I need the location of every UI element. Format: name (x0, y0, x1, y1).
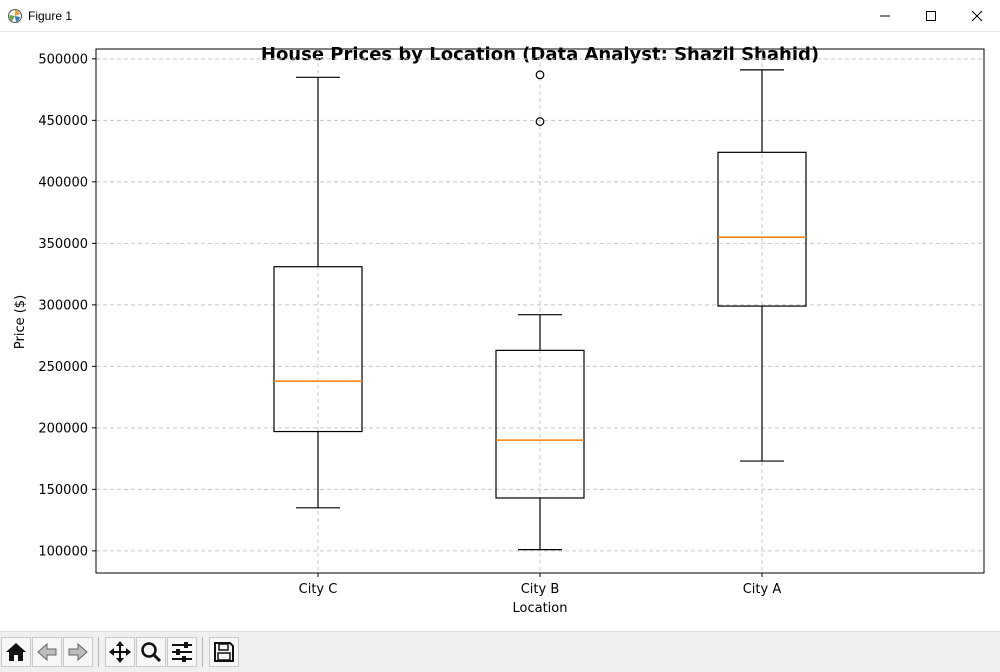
y-tick-label: 150000 (38, 483, 88, 498)
forward-arrow-icon (68, 642, 88, 662)
minimize-button[interactable] (862, 0, 908, 31)
zoom-button[interactable] (136, 637, 166, 667)
outlier-point (535, 117, 545, 126)
save-button[interactable] (209, 637, 239, 667)
configure-subplots-button[interactable] (167, 637, 197, 667)
iqr-box (717, 151, 807, 307)
plot-area-frame (95, 48, 985, 574)
window-titlebar: Figure 1 (0, 0, 1000, 32)
close-icon (971, 10, 983, 21)
sliders-icon (172, 642, 192, 662)
outlier-point (535, 70, 545, 80)
y-tick-label: 200000 (38, 421, 88, 436)
toolbar-separator (98, 637, 103, 667)
forward-button[interactable] (63, 637, 93, 667)
home-icon (6, 643, 26, 661)
x-tick-label: City A (743, 582, 782, 597)
box-city-c (273, 76, 363, 509)
back-arrow-icon (37, 642, 57, 662)
y-tick-label: 100000 (38, 544, 88, 559)
floppy-disk-icon (214, 642, 234, 662)
x-tick-label: City C (299, 582, 338, 597)
box-city-a (717, 69, 807, 462)
grid-layer (96, 49, 984, 573)
figure-canvas[interactable]: House Prices by Location (Data Analyst: … (0, 32, 1000, 631)
magnifier-icon (141, 642, 162, 663)
home-button[interactable] (1, 637, 31, 667)
back-button[interactable] (32, 637, 62, 667)
y-tick-label: 250000 (38, 360, 88, 375)
navigation-toolbar (0, 631, 1000, 672)
minimize-icon (880, 15, 890, 16)
maximize-button[interactable] (908, 0, 954, 31)
x-axis-label: Location (513, 601, 568, 616)
box-plot-chart: House Prices by Location (Data Analyst: … (13, 44, 985, 616)
box-layer (273, 69, 807, 551)
chart-title: House Prices by Location (Data Analyst: … (261, 44, 819, 65)
y-tick-label: 400000 (38, 175, 88, 190)
maximize-icon (926, 10, 936, 21)
toolbar-separator (202, 637, 207, 667)
y-tick-label: 300000 (38, 298, 88, 313)
close-button[interactable] (954, 0, 1000, 31)
box-city-b (495, 70, 585, 551)
x-tick-label: City B (521, 582, 560, 597)
matplotlib-icon (7, 8, 23, 24)
iqr-box (495, 349, 585, 499)
y-tick-label: 350000 (38, 237, 88, 252)
move-icon (109, 641, 131, 663)
axis-layer: 100000 150000 200000 250000 300000 350000 4000… (38, 52, 781, 597)
iqr-box (273, 266, 363, 433)
y-tick-label: 450000 (38, 114, 88, 129)
y-tick-label: 500000 (38, 52, 88, 67)
window-title: Figure 1 (28, 8, 73, 23)
y-axis-label: Price ($) (13, 295, 28, 349)
pan-button[interactable] (105, 637, 135, 667)
